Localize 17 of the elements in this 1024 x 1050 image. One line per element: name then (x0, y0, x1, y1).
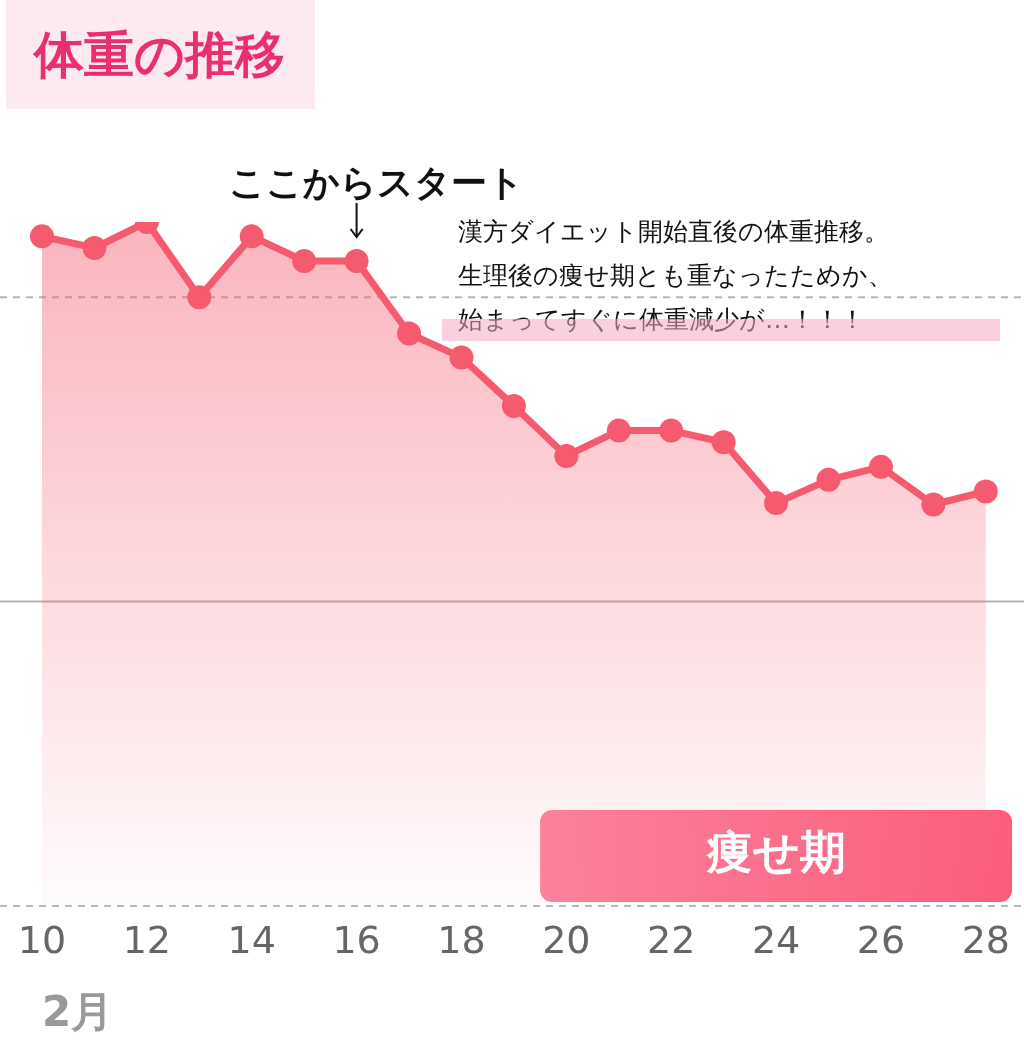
annotation: ここからスタート (229, 161, 525, 203)
x-tick-label: 28 (961, 917, 1010, 962)
x-tick-label: 18 (437, 917, 486, 962)
chart-title: 体重の推移 (6, 0, 315, 109)
x-tick-label: 16 (332, 917, 381, 962)
x-tick-label: 24 (751, 917, 801, 962)
annotation: 始まってすぐに体重減少が…！！！ (458, 305, 865, 334)
annotation: 生理後の痩せ期とも重なったためか、 (458, 261, 893, 290)
x-axis-title: 2月 (42, 986, 114, 1036)
x-tick-label: 14 (227, 917, 276, 962)
x-tick-label: 20 (542, 917, 591, 962)
x-tick-label: 26 (856, 917, 906, 962)
x-tick-label: 12 (122, 917, 172, 962)
band-label: 痩せ期 (705, 824, 846, 879)
x-tick-label: 10 (17, 917, 67, 962)
x-tick-label: 22 (647, 917, 696, 962)
annotation: 漢方ダイエット開始直後の体重推移。 (458, 217, 889, 246)
